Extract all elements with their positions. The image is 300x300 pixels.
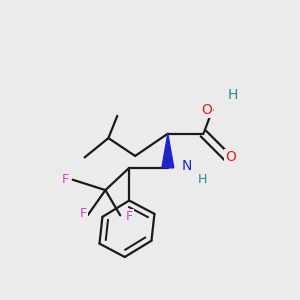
Text: F: F [80, 207, 87, 220]
Text: O: O [201, 103, 212, 117]
Polygon shape [162, 134, 174, 168]
Text: H: H [197, 173, 207, 186]
Text: H: H [228, 88, 238, 102]
Text: O: O [225, 150, 236, 164]
Text: F: F [62, 173, 69, 186]
Text: N: N [182, 159, 192, 173]
Text: F: F [126, 210, 133, 224]
